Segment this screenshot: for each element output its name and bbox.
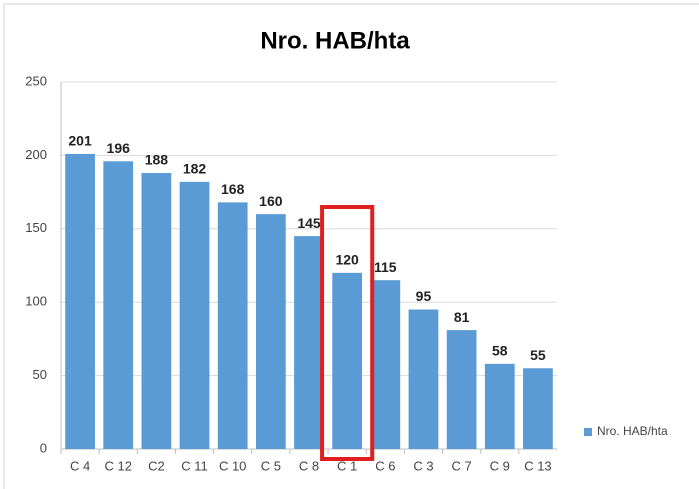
data-label: 58 (492, 343, 508, 359)
bar (294, 236, 324, 449)
x-tick-label: C 13 (524, 458, 551, 473)
data-label: 168 (221, 181, 245, 197)
x-tick-label: C 10 (219, 458, 246, 473)
bar (217, 202, 248, 449)
y-tick-label: 50 (33, 367, 47, 382)
y-tick-label: 200 (25, 147, 47, 162)
x-tick-label: C 12 (104, 458, 131, 473)
x-tick-label: C 1 (337, 458, 357, 473)
x-tick-label: C 8 (299, 458, 319, 473)
x-tick-label: C 5 (261, 458, 281, 473)
x-tick-label: C 9 (490, 458, 510, 473)
bar (65, 153, 95, 449)
highlight-box (320, 205, 375, 461)
bar (408, 309, 439, 449)
x-tick-label: C 11 (181, 458, 208, 473)
x-tick-label: C2 (148, 458, 165, 473)
bar (523, 368, 553, 449)
y-tick-label: 100 (25, 294, 47, 309)
x-tick-label: C 7 (451, 458, 471, 473)
bar (370, 280, 401, 449)
data-label: 201 (68, 133, 92, 149)
x-tick-label: C 4 (70, 458, 90, 473)
bar (103, 161, 134, 449)
data-label: 182 (183, 161, 207, 177)
bar (332, 272, 363, 449)
x-tick-label: C 6 (375, 458, 395, 473)
data-label: 196 (107, 140, 131, 156)
data-label: 95 (416, 288, 432, 304)
data-label: 55 (530, 347, 546, 363)
data-label: 145 (297, 215, 321, 231)
bar (255, 214, 286, 449)
bar (446, 330, 477, 449)
legend-swatch (584, 428, 592, 436)
bar (484, 363, 515, 449)
bar (141, 173, 172, 450)
data-label: 115 (374, 259, 397, 275)
data-label: 160 (259, 193, 283, 209)
bar (179, 181, 210, 449)
data-label: 120 (335, 252, 359, 268)
legend-label: Nro. HAB/hta (597, 424, 668, 438)
data-label: 81 (454, 309, 470, 325)
y-tick-label: 150 (25, 220, 47, 235)
data-label: 188 (145, 152, 169, 168)
y-tick-label: 250 (25, 73, 47, 88)
y-tick-label: 0 (40, 440, 47, 455)
chart-title: Nro. HAB/hta (260, 27, 410, 54)
x-tick-label: C 3 (413, 458, 433, 473)
